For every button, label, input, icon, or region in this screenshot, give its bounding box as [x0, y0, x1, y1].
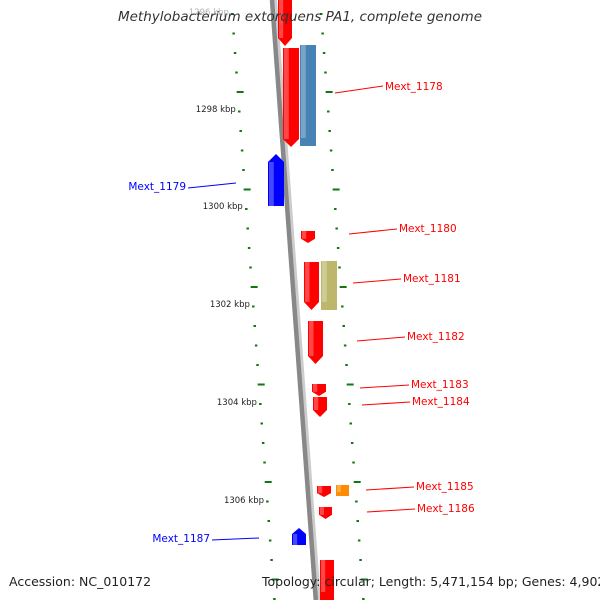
gene-leader-line — [187, 182, 237, 189]
kbp-label: 1306 kbp — [224, 496, 264, 506]
gene-leader-line — [348, 228, 398, 235]
blue-feature-block — [300, 45, 316, 146]
gene-arrow — [292, 528, 306, 545]
feature-body — [283, 48, 299, 147]
feature-highlight — [313, 384, 318, 392]
gene-label[interactable]: Mext_1186 — [417, 503, 475, 515]
gene-leader-line — [352, 278, 402, 284]
feature-highlight — [293, 533, 298, 545]
gene-leader-line — [334, 85, 384, 94]
gene-label[interactable]: Mext_1179 — [128, 181, 186, 193]
feature-highlight — [302, 231, 307, 239]
gene-label[interactable]: Mext_1180 — [399, 223, 457, 235]
gene-label[interactable]: Mext_1187 — [152, 533, 210, 545]
feature-body — [304, 262, 319, 310]
feature-highlight — [279, 0, 284, 38]
feature-highlight — [318, 486, 323, 494]
feature-body — [268, 154, 284, 206]
feature-highlight — [309, 321, 314, 356]
feature-body — [300, 45, 316, 146]
gene-arrow — [304, 262, 319, 310]
feature-body — [319, 507, 332, 519]
gene-leader-line — [365, 486, 415, 491]
gene-arrow — [268, 154, 284, 206]
feature-body — [278, 0, 292, 46]
gene-arrow — [312, 384, 326, 396]
feature-highlight — [320, 507, 324, 515]
gene-label[interactable]: Mext_1184 — [412, 396, 470, 408]
gene-arrow — [313, 397, 327, 417]
feature-body — [321, 261, 337, 310]
gene-arrow — [319, 507, 332, 519]
feature-body — [313, 397, 327, 417]
gene-label[interactable]: Mext_1185 — [416, 481, 474, 493]
kbp-label: 1300 kbp — [203, 202, 243, 212]
forward-gene-partial — [278, 0, 292, 46]
feature-body — [320, 560, 334, 600]
feature-highlight — [337, 485, 341, 493]
feature-body — [336, 485, 349, 496]
feature-highlight — [269, 162, 274, 206]
feature-highlight — [301, 45, 306, 138]
gene-leader-line — [359, 384, 410, 389]
gene-arrow — [301, 231, 315, 243]
feature-body — [308, 321, 323, 364]
feature-body — [312, 384, 326, 396]
feature-body — [317, 486, 331, 497]
backbone-line — [269, 0, 319, 601]
kbp-label: 1304 kbp — [217, 398, 257, 408]
kbp-label: 1296 kbp — [189, 8, 229, 18]
feature-body — [292, 528, 306, 545]
genome-title: Methylobacterium extorquens PA1, complet… — [117, 9, 483, 25]
feature-highlight — [314, 397, 319, 410]
gene-arrow — [308, 321, 323, 364]
kbp-label: 1302 kbp — [210, 300, 250, 310]
khaki-feature-block — [321, 261, 337, 310]
gene-leader-line — [211, 537, 260, 541]
feature-highlight — [322, 261, 327, 302]
gene-label[interactable]: Mext_1181 — [403, 273, 461, 285]
gene-arrow — [317, 486, 331, 497]
gene-label[interactable]: Mext_1183 — [411, 379, 469, 391]
feature-body — [301, 231, 315, 243]
gene-leader-line — [361, 401, 411, 406]
gene-label[interactable]: Mext_1178 — [385, 81, 443, 93]
feature-highlight — [321, 560, 326, 592]
gene-label[interactable]: Mext_1182 — [407, 331, 465, 343]
gene-leader-line — [366, 508, 416, 513]
kbp-label: 1298 kbp — [196, 105, 236, 115]
gene-arrow — [283, 48, 299, 147]
feature-highlight — [305, 262, 310, 302]
feature-highlight — [284, 48, 289, 139]
orange-feature-block — [336, 485, 349, 496]
accession-text: Accession: NC_010172 — [9, 574, 152, 589]
gene-leader-line — [356, 336, 406, 342]
topology-text: Topology: circular; Length: 5,471,154 bp… — [262, 574, 600, 589]
forward-gene-partial — [320, 560, 334, 600]
